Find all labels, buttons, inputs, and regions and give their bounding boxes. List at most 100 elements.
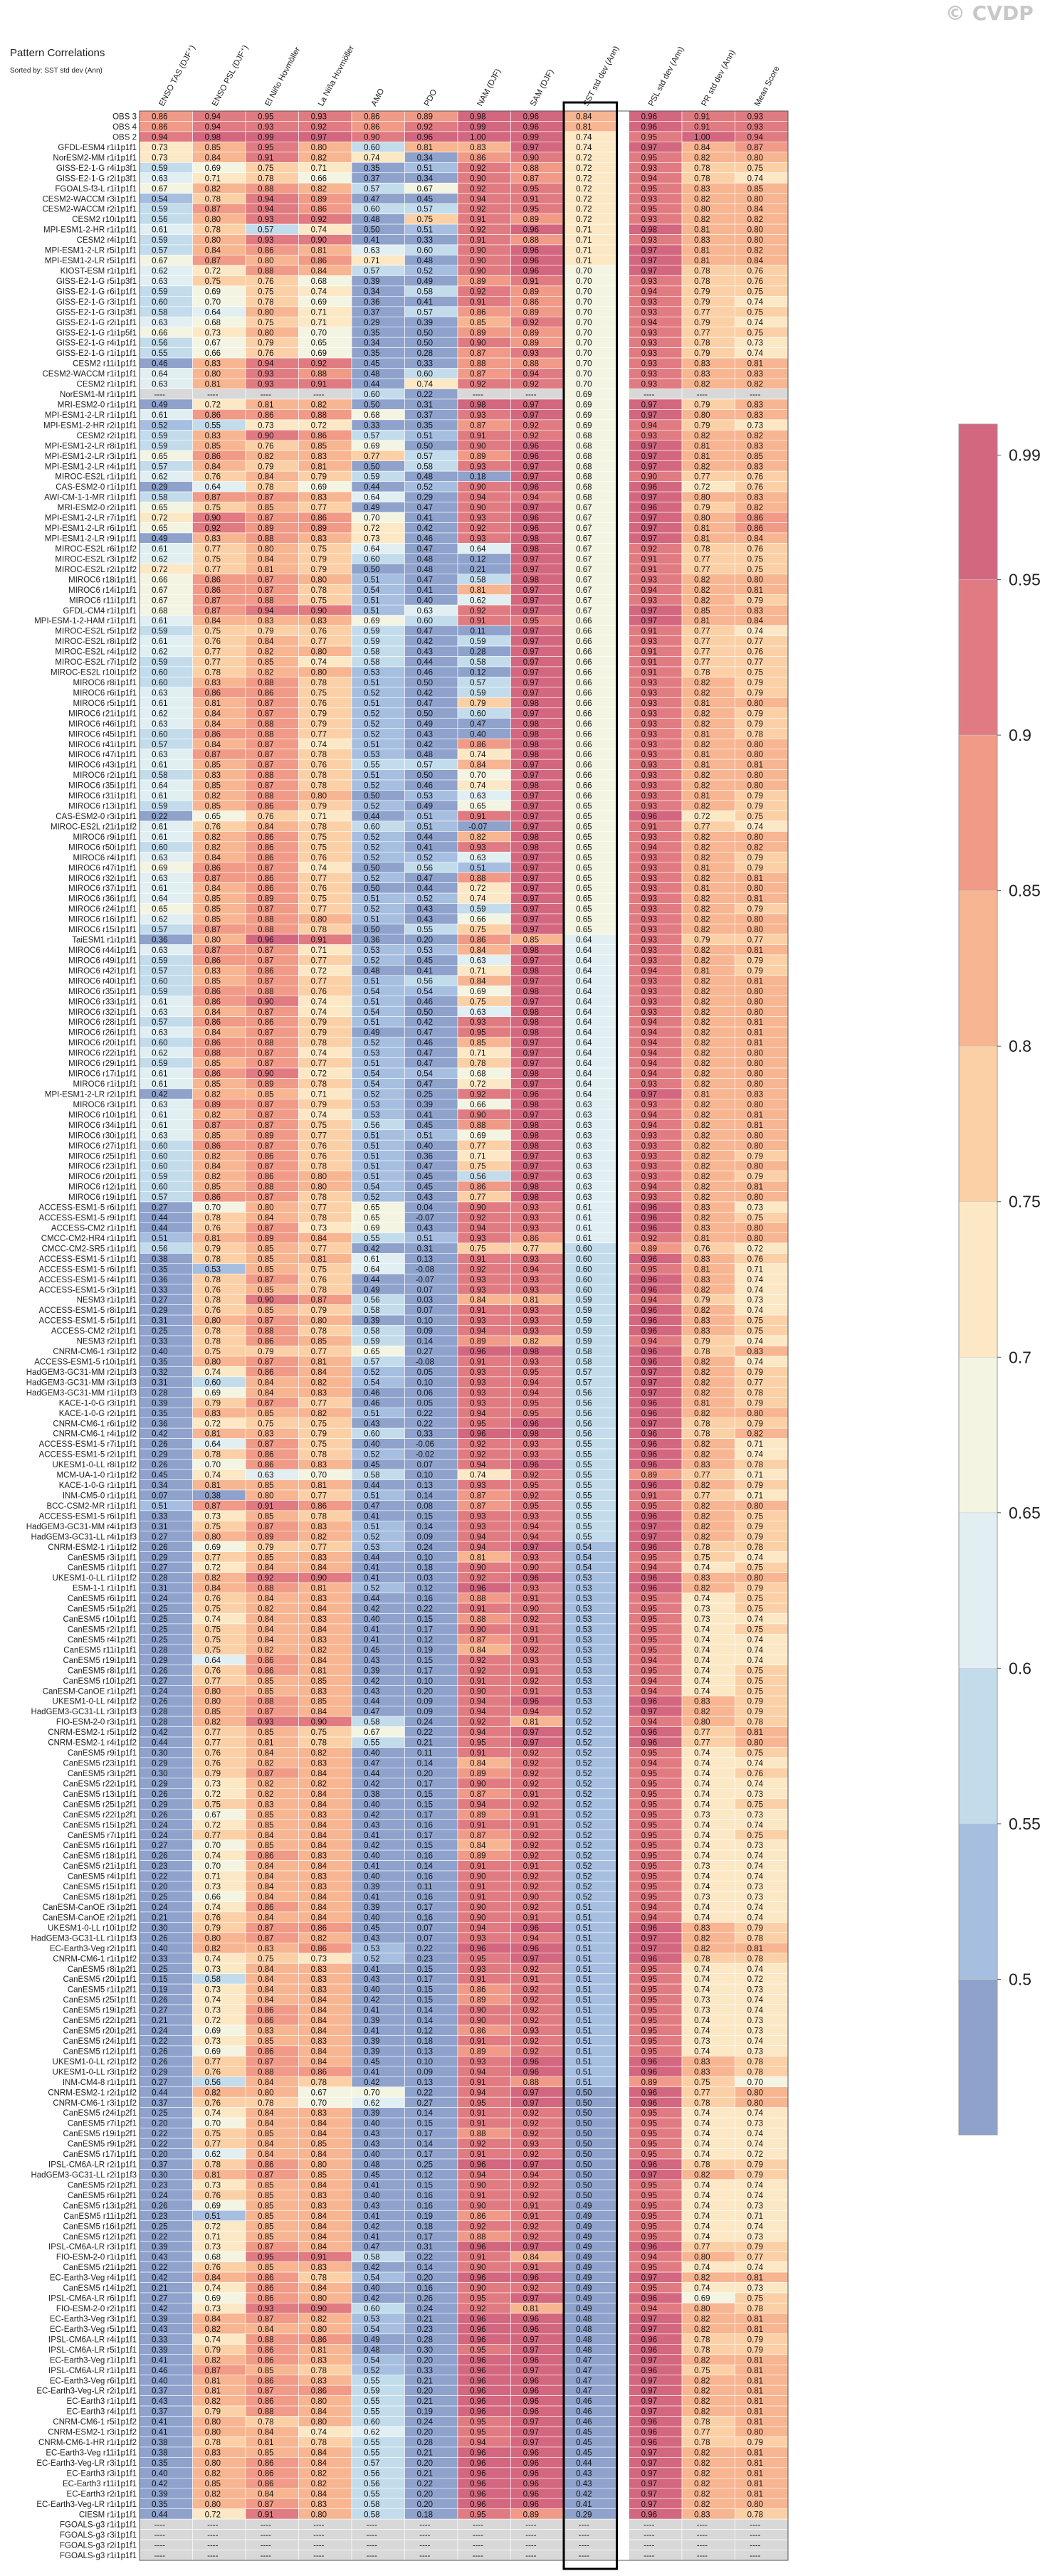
- cell-value: 0.59: [152, 164, 167, 173]
- cell-value: 0.98: [523, 1070, 539, 1079]
- cell-value: 0.76: [205, 1913, 221, 1922]
- cell-value: 0.40: [417, 596, 433, 605]
- cell-value: 0.88: [258, 916, 273, 924]
- cell-value: 0.87: [258, 514, 273, 523]
- cell-value: 0.98: [523, 751, 539, 759]
- row-label: MIROC-ES2L r2i1p1f2: [55, 566, 137, 574]
- cell-value: 0.52: [364, 709, 379, 718]
- cell-value: 0.97: [523, 607, 539, 616]
- column-header: Mean Score: [753, 65, 782, 107]
- cell-value: 0.51: [576, 1975, 592, 1984]
- cell-value: 0.77: [205, 648, 221, 657]
- row-label: MIROC6 r46i1p1f1: [68, 720, 137, 729]
- cell-value: 0.79: [311, 473, 327, 482]
- cell-value: 0.83: [311, 1965, 327, 1974]
- cell-value: 0.64: [576, 967, 592, 976]
- cell-value: 0.95: [641, 2007, 657, 2015]
- cell-value: 0.94: [641, 421, 658, 430]
- cell-value: 0.92: [470, 2140, 485, 2149]
- cell-value: 0.97: [641, 1708, 657, 1716]
- cell-value: 0.80: [694, 494, 710, 502]
- cell-value: 0.03: [417, 1297, 433, 1305]
- cell-value: 0.64: [576, 998, 592, 1006]
- cell-value: 0.55: [576, 1461, 592, 1469]
- cell-value: 0.51: [364, 1492, 379, 1501]
- cell-value: 0.79: [747, 1368, 763, 1377]
- cell-value: 0.55: [576, 1533, 592, 1541]
- cell-value: 0.58: [152, 494, 167, 502]
- cell-value: 0.77: [311, 638, 327, 646]
- cell-value: 0.87: [258, 905, 273, 914]
- cell-value: 0.68: [152, 607, 167, 616]
- cell-value: 0.49: [364, 504, 379, 512]
- cell-value: 0.93: [641, 730, 657, 739]
- cell-value: 0.66: [576, 679, 592, 687]
- cell-value: 0.85: [311, 1698, 327, 1706]
- cell-value: 0.98: [523, 730, 539, 739]
- cell-value: 0.33: [364, 421, 379, 430]
- cell-value: 0.16: [417, 1821, 433, 1830]
- cell-value: 0.75: [258, 1420, 273, 1428]
- cell-value: 0.14: [417, 2140, 434, 2149]
- cell-value: 0.82: [205, 1574, 221, 1583]
- cell-value: 0.64: [576, 956, 592, 965]
- cell-value: 0.47: [417, 545, 433, 554]
- cell-value: 0.42: [152, 1430, 167, 1439]
- cell-value: 0.96: [641, 1574, 657, 1583]
- cell-value: 0.77: [694, 1739, 710, 1748]
- cell-value: 0.75: [311, 895, 327, 904]
- cell-value: 0.61: [152, 1070, 167, 1079]
- cell-value: 0.36: [364, 936, 379, 945]
- cell-value: 0.29: [152, 1451, 167, 1459]
- cell-value: 0.82: [694, 596, 710, 605]
- cell-value: 0.74: [205, 1472, 221, 1480]
- cell-value: 0.51: [417, 813, 433, 821]
- cell-value: 0.92: [523, 1965, 539, 1974]
- cell-value: 0.93: [641, 875, 657, 883]
- cell-value: 0.97: [523, 803, 539, 811]
- cell-value: 0.84: [311, 2017, 327, 2025]
- cell-value: 0.87: [205, 596, 221, 605]
- cell-value: 0.93: [523, 1440, 539, 1449]
- row-label: NorESM2-MM r1i1p1f1: [53, 154, 137, 162]
- cell-value: 0.78: [311, 679, 327, 687]
- cell-value: 0.74: [311, 1050, 327, 1058]
- cell-value: 0.85: [205, 1708, 221, 1716]
- cell-value: 0.45: [364, 360, 379, 369]
- cell-value: 0.81: [694, 453, 710, 461]
- cell-value: 0.69: [205, 1543, 221, 1552]
- cell-value: 0.72: [576, 206, 592, 214]
- cell-value: 0.51: [364, 741, 379, 749]
- cell-value: 0.79: [694, 401, 710, 410]
- cell-value: 0.88: [258, 988, 273, 996]
- cell-value: 0.81: [311, 247, 327, 255]
- cell-value: 0.83: [747, 1348, 763, 1356]
- cell-value: 0.93: [641, 700, 657, 708]
- cell-value: 0.75: [311, 1265, 327, 1274]
- cell-value: 0.95: [641, 1780, 657, 1788]
- cell-value: 0.94: [641, 1121, 658, 1130]
- cell-value: 0.82: [311, 185, 327, 194]
- row-label: MIROC6 r49i1p1f1: [68, 956, 137, 965]
- cell-value: 0.79: [694, 504, 710, 512]
- cell-value: 0.74: [311, 226, 327, 235]
- cell-value: 0.64: [364, 494, 380, 502]
- cell-value: 0.67: [364, 1728, 379, 1737]
- cell-value: 0.79: [747, 1152, 763, 1161]
- cell-value: 0.35: [364, 164, 379, 173]
- cell-value: 0.50: [417, 329, 433, 337]
- cell-value: 0.47: [417, 700, 433, 708]
- cell-value: 0.81: [205, 1235, 221, 1243]
- cell-value: 0.72: [747, 1245, 763, 1253]
- cell-value: 0.98: [523, 1018, 539, 1027]
- cell-value: 0.92: [523, 1832, 539, 1840]
- cell-value: 0.83: [311, 617, 327, 625]
- cell-value: 0.76: [311, 761, 327, 770]
- cell-value: 0.78: [311, 1286, 327, 1294]
- cell-value: 0.76: [205, 473, 221, 482]
- cell-value: 0.74: [747, 1760, 764, 1768]
- row-label: MIROC6 r35i1p1f1: [68, 988, 137, 996]
- cell-value: 0.93: [470, 843, 485, 852]
- cell-value: 0.07: [152, 1492, 167, 1501]
- cell-value: 0.63: [152, 751, 167, 759]
